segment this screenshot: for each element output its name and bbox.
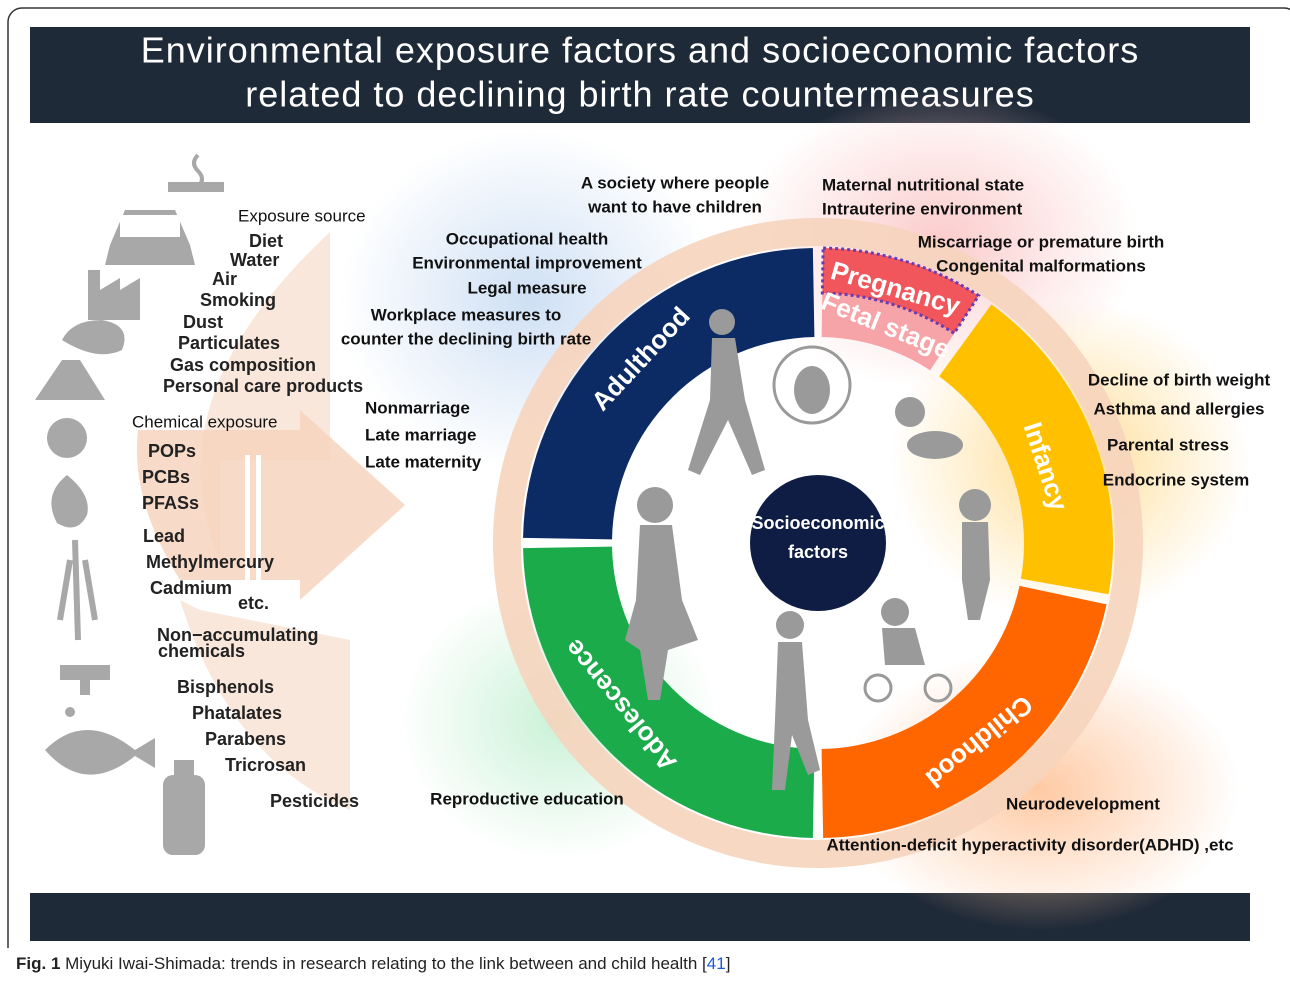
annotation: Legal measure: [467, 278, 586, 297]
list-item: etc.: [238, 593, 269, 613]
annotation: Workplace measures to: [371, 305, 562, 324]
page: Environmental exposure factors and socio…: [0, 0, 1290, 983]
list-item: Air: [212, 269, 237, 289]
title: Environmental exposure factors and socio…: [141, 30, 1139, 71]
heading: Chemical exposure: [132, 412, 278, 431]
list-item: Pesticides: [270, 791, 359, 811]
annotation: Congenital malformations: [936, 256, 1146, 275]
annotation: counter the declining birth rate: [341, 329, 591, 348]
center-label: Socioeconomic: [751, 513, 884, 533]
annotation: Late maternity: [365, 452, 482, 471]
annotation: Intrauterine environment: [822, 199, 1023, 218]
list-item: chemicals: [158, 641, 245, 661]
annotation: Parental stress: [1107, 435, 1229, 454]
figure: Environmental exposure factors and socio…: [0, 0, 1290, 948]
annotation: Nonmarriage: [365, 398, 470, 417]
annotation: Late marriage: [365, 425, 477, 444]
list-item: Methylmercury: [146, 552, 274, 572]
list-item: Diet: [249, 231, 283, 251]
list-item: Particulates: [178, 333, 280, 353]
caption-label: Fig. 1: [16, 954, 60, 973]
list-item: Water: [230, 250, 279, 270]
list-item: Gas composition: [170, 355, 316, 375]
list-item: PFASs: [142, 493, 199, 513]
annotation: Neurodevelopment: [1006, 794, 1160, 813]
list-item: Cadmium: [150, 578, 232, 598]
center-label: factors: [788, 542, 848, 562]
caption: Fig. 1 Miyuki Iwai-Shimada: trends in re…: [16, 954, 730, 974]
annotation: Reproductive education: [430, 789, 624, 808]
list-item: Parabens: [205, 729, 286, 749]
annotation: Asthma and allergies: [1093, 399, 1264, 418]
list-item: Personal care products: [163, 376, 363, 396]
caption-ref[interactable]: 41: [707, 954, 726, 973]
list-item: Bisphenols: [177, 677, 274, 697]
list-item: Smoking: [200, 290, 276, 310]
annotation: Endocrine system: [1103, 470, 1249, 489]
caption-text: Miyuki Iwai-Shimada: trends in research …: [65, 954, 707, 973]
annotation: Environmental improvement: [412, 253, 642, 272]
annotation: Miscarriage or premature birth: [918, 232, 1165, 251]
list-item: PCBs: [142, 467, 190, 487]
annotation: Attention-deficit hyperactivity disorder…: [826, 835, 1233, 854]
annotation: A society where people: [581, 173, 769, 192]
list-item: POPs: [148, 441, 196, 461]
list-item: Dust: [183, 312, 223, 332]
caption-text: ]: [726, 954, 731, 973]
list-item: Lead: [143, 526, 185, 546]
annotation: Decline of birth weight: [1088, 370, 1271, 389]
annotation: want to have children: [587, 197, 762, 216]
annotation: Occupational health: [446, 229, 608, 248]
annotation: Maternal nutritional state: [822, 175, 1024, 194]
list-item: Tricrosan: [225, 755, 306, 775]
heading: Exposure source: [238, 206, 366, 225]
list-item: Phatalates: [192, 703, 282, 723]
